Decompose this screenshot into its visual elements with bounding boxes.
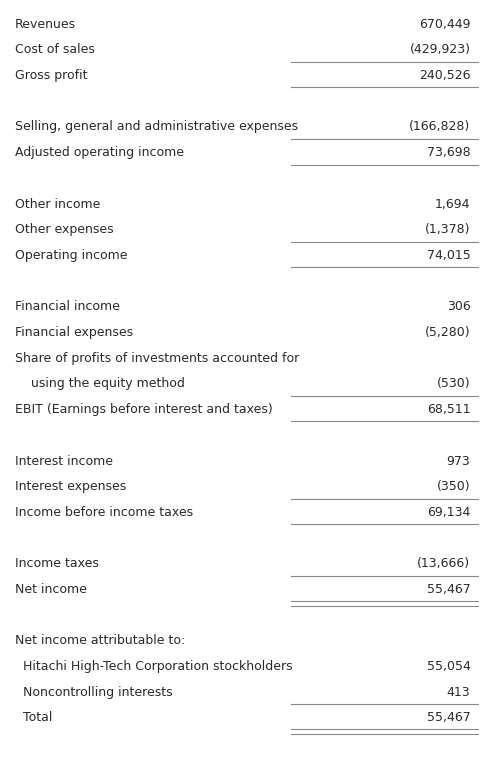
Text: Revenues: Revenues xyxy=(15,17,76,31)
Text: Interest income: Interest income xyxy=(15,455,112,468)
Text: (1,378): (1,378) xyxy=(424,224,469,236)
Text: 240,526: 240,526 xyxy=(418,69,469,82)
Text: 55,054: 55,054 xyxy=(426,660,469,673)
Text: 306: 306 xyxy=(446,300,469,313)
Text: Other expenses: Other expenses xyxy=(15,224,113,236)
Text: Share of profits of investments accounted for: Share of profits of investments accounte… xyxy=(15,352,298,365)
Text: Income before income taxes: Income before income taxes xyxy=(15,506,192,519)
Text: Hitachi High-Tech Corporation stockholders: Hitachi High-Tech Corporation stockholde… xyxy=(15,660,291,673)
Text: Noncontrolling interests: Noncontrolling interests xyxy=(15,686,172,699)
Text: (166,828): (166,828) xyxy=(408,121,469,133)
Text: using the equity method: using the equity method xyxy=(15,377,184,390)
Text: 68,511: 68,511 xyxy=(426,403,469,416)
Text: 973: 973 xyxy=(446,455,469,468)
Text: 55,467: 55,467 xyxy=(426,712,469,725)
Text: Operating income: Operating income xyxy=(15,249,127,262)
Text: (429,923): (429,923) xyxy=(408,43,469,56)
Text: 1,694: 1,694 xyxy=(434,198,469,211)
Text: Interest expenses: Interest expenses xyxy=(15,481,125,493)
Text: (13,666): (13,666) xyxy=(416,557,469,570)
Text: 74,015: 74,015 xyxy=(426,249,469,262)
Text: 413: 413 xyxy=(446,686,469,699)
Text: 55,467: 55,467 xyxy=(426,583,469,596)
Text: 73,698: 73,698 xyxy=(426,146,469,159)
Text: Selling, general and administrative expenses: Selling, general and administrative expe… xyxy=(15,121,297,133)
Text: (530): (530) xyxy=(436,377,469,390)
Text: Net income: Net income xyxy=(15,583,86,596)
Text: Adjusted operating income: Adjusted operating income xyxy=(15,146,183,159)
Text: 69,134: 69,134 xyxy=(426,506,469,519)
Text: Other income: Other income xyxy=(15,198,100,211)
Text: Net income attributable to:: Net income attributable to: xyxy=(15,634,184,647)
Text: (350): (350) xyxy=(436,481,469,493)
Text: EBIT (Earnings before interest and taxes): EBIT (Earnings before interest and taxes… xyxy=(15,403,272,416)
Text: 670,449: 670,449 xyxy=(418,17,469,31)
Text: Gross profit: Gross profit xyxy=(15,69,87,82)
Text: Financial expenses: Financial expenses xyxy=(15,326,133,339)
Text: Total: Total xyxy=(15,712,52,725)
Text: Cost of sales: Cost of sales xyxy=(15,43,94,56)
Text: (5,280): (5,280) xyxy=(424,326,469,339)
Text: Financial income: Financial income xyxy=(15,300,119,313)
Text: Income taxes: Income taxes xyxy=(15,557,98,570)
